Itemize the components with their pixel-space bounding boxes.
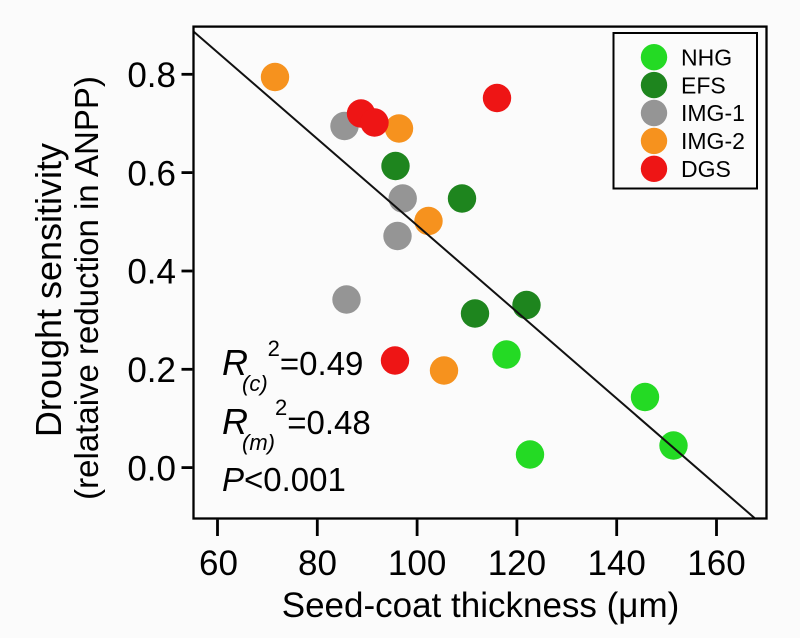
svg-text:60: 60 [199, 544, 238, 583]
svg-text:DGS: DGS [681, 156, 731, 182]
svg-text:140: 140 [587, 544, 645, 583]
svg-text:IMG-1: IMG-1 [681, 100, 745, 126]
svg-text:0.8: 0.8 [127, 56, 176, 95]
svg-text:0.0: 0.0 [127, 449, 176, 488]
svg-text:120: 120 [488, 544, 546, 583]
svg-text:100: 100 [388, 544, 446, 583]
svg-text:Drought sensitivity: Drought sensitivity [28, 143, 69, 437]
svg-text:Seed-coat thickness (μm): Seed-coat thickness (μm) [282, 586, 680, 625]
svg-text:80: 80 [298, 544, 337, 583]
svg-text:EFS: EFS [681, 72, 726, 98]
svg-text:R(m)2=0.48: R (m)2=0.48 [222, 395, 371, 455]
svg-text:160: 160 [687, 544, 745, 583]
svg-text:0.2: 0.2 [127, 351, 176, 390]
svg-text:IMG-2: IMG-2 [681, 128, 745, 154]
svg-text:0.4: 0.4 [127, 253, 176, 292]
svg-text:NHG: NHG [681, 44, 732, 70]
svg-text:(relataive reduction in ANPP): (relataive reduction in ANPP) [68, 76, 105, 500]
svg-text:R(c)2=0.49: R (c)2=0.49 [222, 336, 363, 396]
svg-text:0.6: 0.6 [127, 154, 176, 193]
svg-text:P<0.001: P<0.001 [222, 461, 346, 498]
